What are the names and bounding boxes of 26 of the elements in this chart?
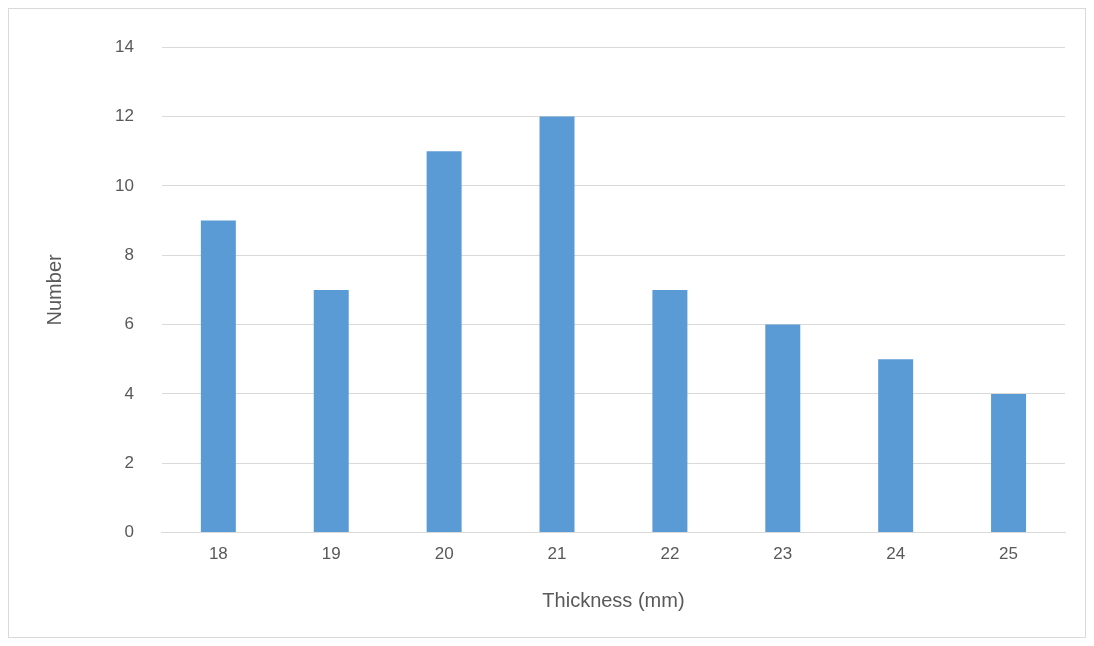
y-tick-label: 6 <box>124 314 134 334</box>
x-tick-label: 19 <box>321 544 341 564</box>
y-tick-label: 8 <box>124 244 134 264</box>
bar <box>200 220 236 533</box>
bar <box>765 324 801 533</box>
x-tick-label: 25 <box>999 544 1019 564</box>
x-axis-title: Thickness (mm) <box>542 588 685 611</box>
bar <box>652 289 688 533</box>
x-tick-label: 24 <box>886 544 906 564</box>
y-tick-label: 2 <box>124 452 134 472</box>
bar <box>539 116 575 533</box>
y-axis-title: Number <box>42 254 65 326</box>
bar <box>991 393 1027 533</box>
bar <box>313 289 349 533</box>
bar <box>878 359 914 533</box>
x-tick-label: 23 <box>773 544 793 564</box>
y-tick-label: 0 <box>124 522 134 542</box>
y-tick-label: 4 <box>124 383 134 403</box>
y-tick-label: 10 <box>114 175 134 195</box>
y-tick-label: 14 <box>114 36 134 56</box>
x-tick-label: 18 <box>208 544 228 564</box>
x-tick-label: 21 <box>547 544 567 564</box>
x-tick-label: 22 <box>660 544 680 564</box>
x-tick-label: 20 <box>434 544 454 564</box>
y-tick-label: 12 <box>114 106 134 126</box>
bar <box>426 151 462 533</box>
